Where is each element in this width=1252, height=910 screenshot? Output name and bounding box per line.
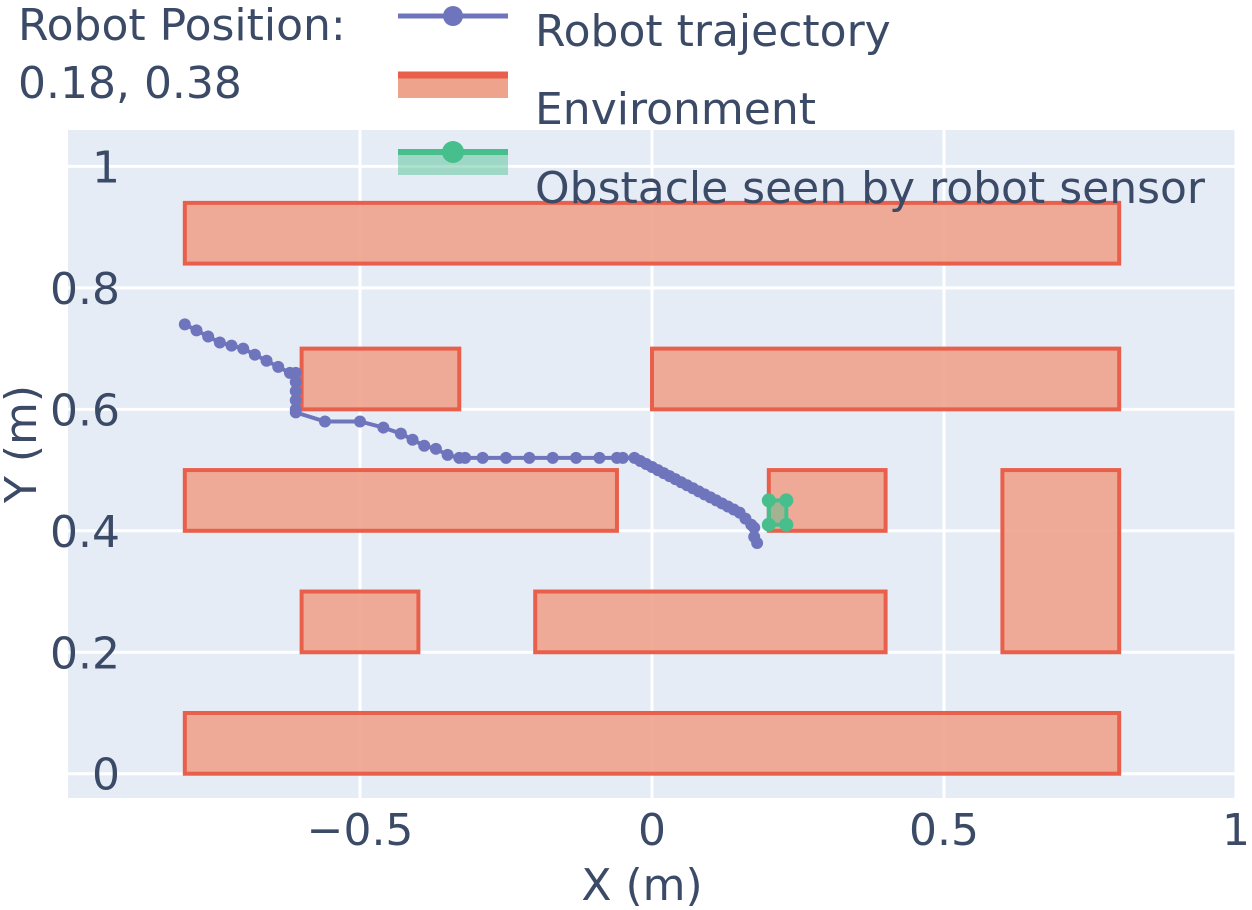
- y-tick-label: 1: [92, 142, 120, 193]
- obstacle-point: [779, 493, 794, 508]
- x-axis-title: X (m): [581, 860, 702, 910]
- trajectory-point: [225, 339, 238, 352]
- trajectory-point: [178, 318, 191, 331]
- trajectory-point: [546, 451, 559, 464]
- trajectory-point: [289, 385, 302, 398]
- environment-block: [533, 589, 888, 655]
- trajectory-point: [289, 366, 302, 379]
- legend-obstacle-marker: [442, 141, 464, 163]
- trajectory-point: [570, 451, 583, 464]
- trajectory-point: [751, 536, 764, 549]
- legend-trajectory-marker: [443, 6, 463, 26]
- environment-layer: [182, 200, 1122, 776]
- y-axis-title: Y (m): [0, 385, 47, 504]
- trajectory-point: [748, 521, 761, 534]
- environment-block: [182, 200, 1122, 266]
- environment-block: [1000, 468, 1122, 655]
- trajectory-point: [289, 406, 302, 419]
- trajectory-point: [272, 360, 285, 373]
- trajectory-point: [406, 433, 419, 446]
- legend-obstacle-label: Obstacle seen by robot sensor: [535, 163, 1206, 214]
- y-tick-label: 0.6: [50, 385, 120, 436]
- trajectory-point: [616, 451, 629, 464]
- y-tick-label: 0.4: [50, 507, 120, 558]
- tick-labels: −0.5 0 0.5 1 0 0.2 0.4 0.6 0.8 1: [50, 142, 1250, 856]
- trajectory-point: [202, 330, 215, 343]
- legend-trajectory-label: Robot trajectory: [535, 6, 891, 57]
- x-tick-label: −0.5: [307, 805, 414, 856]
- trajectory-point: [289, 376, 302, 389]
- y-tick-label: 0.8: [50, 264, 120, 315]
- trajectory-point: [418, 439, 431, 452]
- trajectory-point: [289, 394, 302, 407]
- obstacle-point: [779, 517, 794, 532]
- trajectory-point: [523, 451, 536, 464]
- trajectory-point: [318, 415, 331, 428]
- x-tick-label: 0.5: [909, 805, 979, 856]
- trajectory-point: [500, 451, 512, 464]
- obstacle-point: [761, 493, 776, 508]
- x-tick-label: 0: [638, 805, 666, 856]
- y-tick-label: 0.2: [50, 628, 120, 679]
- environment-block: [182, 468, 619, 533]
- environment-block: [299, 346, 462, 412]
- trajectory-point: [213, 336, 226, 349]
- trajectory-point: [248, 348, 261, 361]
- robot-position-value: 0.18, 0.38: [18, 58, 242, 109]
- trajectory-point: [476, 451, 489, 464]
- trajectory-point: [429, 442, 442, 455]
- trajectory-point: [377, 421, 390, 434]
- legend-obstacle-fill: [398, 153, 508, 175]
- legend-environment-label: Environment: [535, 84, 816, 135]
- trajectory-point: [237, 342, 250, 355]
- trajectory-point: [459, 451, 472, 464]
- environment-block: [299, 589, 421, 655]
- trajectory-point: [593, 451, 606, 464]
- x-tick-label: 1: [1222, 805, 1250, 856]
- legend: Robot trajectory Environment Obstacle seen…: [398, 6, 1206, 214]
- obstacle-layer: [761, 493, 794, 532]
- trajectory-point: [441, 448, 454, 461]
- legend-environment-fill: [398, 76, 508, 98]
- trajectory-point: [260, 354, 273, 367]
- trajectory-point: [354, 415, 366, 428]
- robot-position-label: Robot Position:: [18, 0, 346, 51]
- y-tick-label: 0: [92, 750, 120, 801]
- obstacle-point: [761, 517, 776, 532]
- trajectory-layer: [178, 318, 764, 549]
- environment-block: [650, 346, 1122, 412]
- trajectory-point: [394, 427, 407, 440]
- trajectory-point: [190, 324, 203, 337]
- environment-block: [182, 710, 1122, 776]
